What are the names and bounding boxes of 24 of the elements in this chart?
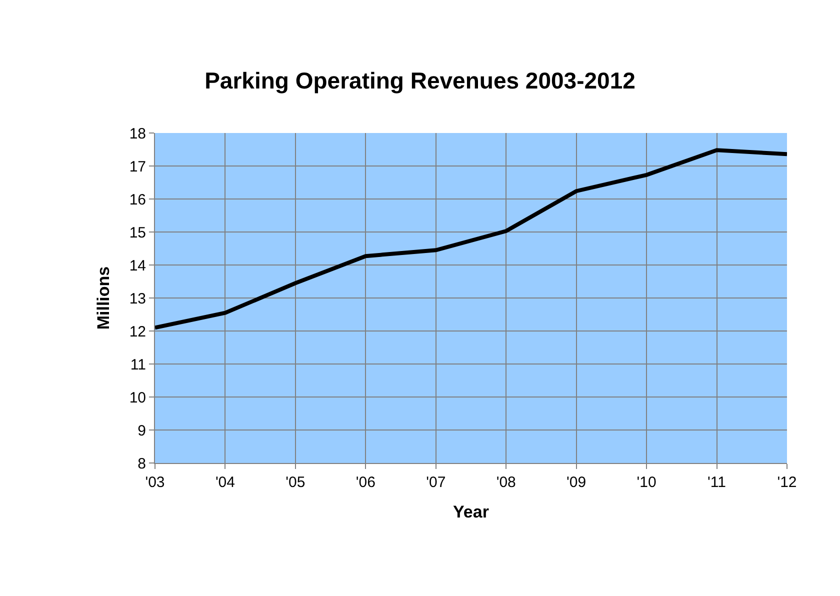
y-tick-label: 12 (129, 323, 146, 340)
x-tick-label: '05 (286, 474, 306, 491)
x-tick-label: '11 (708, 474, 726, 491)
y-tick-label: 13 (129, 290, 146, 308)
x-axis-title: Year (453, 502, 490, 522)
x-tick-label: '07 (426, 474, 446, 491)
y-tick-label: 14 (129, 257, 146, 274)
y-tick-label: 15 (129, 224, 146, 242)
x-tick-label: '12 (777, 474, 797, 491)
y-axis-title: Millions (94, 266, 113, 330)
y-tick-label: 10 (129, 389, 146, 406)
x-tick-label: '09 (566, 474, 586, 491)
chart-title: Parking Operating Revenues 2003-2012 (204, 68, 636, 94)
y-tick-label: 17 (129, 158, 146, 176)
x-tick-label: '06 (356, 474, 376, 491)
y-tick-label: 8 (138, 455, 146, 472)
y-tick-label: 9 (138, 422, 146, 440)
x-tick-label: '03 (145, 474, 165, 491)
x-tick-label: '04 (215, 474, 235, 491)
x-tick-label: '10 (636, 474, 656, 491)
x-tick-label: '08 (496, 474, 516, 491)
y-tick-label: 18 (129, 125, 146, 142)
y-tick-label: 16 (129, 191, 146, 208)
y-tick-label: 11 (130, 356, 146, 374)
